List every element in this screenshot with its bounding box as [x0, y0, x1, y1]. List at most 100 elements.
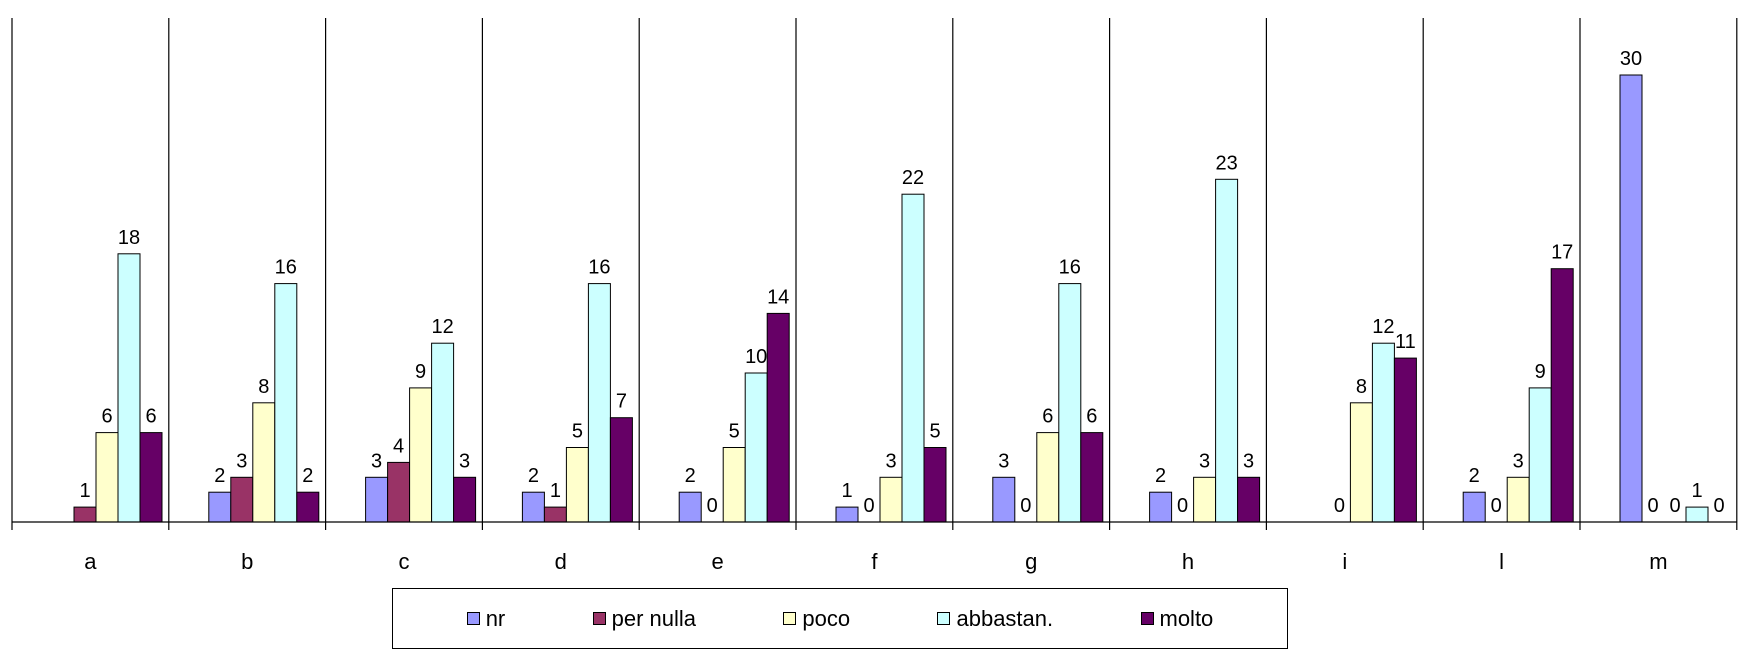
category-label: i [1342, 549, 1347, 574]
bar-nr-h [1149, 491, 1173, 523]
bar-abbastan-f [901, 193, 925, 523]
data-label: 11 [1395, 331, 1416, 353]
legend-swatch [466, 612, 480, 625]
data-label: 14 [767, 286, 789, 308]
legend-item: poco [783, 606, 850, 632]
data-label: 0 [707, 495, 718, 517]
data-label: 16 [1059, 257, 1081, 279]
bar-nr-m [1619, 74, 1643, 523]
data-label: 23 [1215, 152, 1237, 174]
data-label: 9 [1535, 361, 1546, 383]
legend-item: abbastan. [937, 606, 1053, 632]
data-label: 0 [1020, 495, 1031, 517]
legend-label: nr [485, 605, 506, 631]
bar-molto-i [1393, 357, 1417, 523]
data-label: 10 [745, 346, 767, 368]
data-label: 3 [1199, 450, 1210, 472]
legend-swatch [1140, 612, 1154, 625]
data-label: 8 [258, 376, 269, 398]
legend-label: molto [1159, 605, 1214, 631]
data-label: 4 [393, 435, 404, 457]
bar-poco-e [722, 447, 746, 523]
data-label: 6 [1042, 406, 1053, 428]
data-label: 0 [1647, 495, 1658, 517]
bar-nr-f [835, 506, 859, 523]
data-label: 12 [1372, 316, 1394, 338]
bar-per-nulla-b [230, 476, 254, 523]
bar-abbastan-c [431, 342, 455, 523]
category-label: m [1649, 549, 1667, 574]
bar-abbastan-b [274, 283, 298, 523]
data-label: 0 [1669, 495, 1680, 517]
bar-per-nulla-d [543, 506, 567, 523]
data-label: 3 [371, 450, 382, 472]
data-label: 7 [616, 391, 627, 413]
bar-poco-i [1349, 402, 1373, 523]
data-label: 22 [902, 167, 924, 189]
data-label: 17 [1551, 242, 1573, 264]
bar-per-nulla-c [387, 461, 411, 523]
legend-item: molto [1140, 605, 1214, 632]
category-label: b [241, 549, 253, 574]
category-label: c [399, 549, 410, 574]
data-label: 0 [1713, 495, 1724, 517]
category-label: h [1182, 549, 1194, 574]
legend-swatch [783, 612, 797, 625]
legend-label: per nulla [611, 605, 697, 631]
bar-abbastan-a [117, 253, 141, 523]
data-label: 0 [1334, 495, 1345, 517]
bar-molto-b [296, 491, 320, 523]
data-label: 2 [214, 465, 225, 487]
data-label: 3 [1243, 450, 1254, 472]
bar-poco-d [565, 447, 589, 523]
data-label: 2 [302, 465, 313, 487]
data-label: 12 [431, 316, 453, 338]
bar-nr-l [1462, 491, 1486, 523]
data-label: 3 [236, 450, 247, 472]
bar-abbastan-m [1685, 506, 1709, 523]
bar-nr-c [365, 476, 389, 523]
bar-abbastan-h [1215, 178, 1239, 523]
data-label: 1 [841, 480, 852, 502]
bar-poco-l [1506, 476, 1530, 523]
data-label: 0 [1491, 495, 1502, 517]
data-label: 3 [998, 450, 1009, 472]
category-label: f [871, 549, 878, 574]
bar-poco-c [409, 387, 433, 523]
bar-molto-e [766, 312, 790, 523]
bar-nr-b [208, 491, 232, 523]
bar-molto-g [1080, 432, 1104, 523]
category-label: d [555, 549, 567, 574]
legend: nr per nulla poco abbastan. molto [392, 588, 1288, 649]
data-label: 3 [885, 450, 896, 472]
bar-molto-f [923, 447, 947, 523]
data-label: 6 [145, 406, 156, 428]
data-label: 3 [459, 450, 470, 472]
legend-item: per nulla [592, 605, 697, 632]
bar-molto-d [609, 417, 633, 523]
bar-nr-d [521, 491, 545, 523]
bar-poco-f [879, 476, 903, 523]
legend-swatch [937, 612, 951, 625]
data-label: 8 [1356, 376, 1367, 398]
data-label: 1 [79, 480, 90, 502]
bar-molto-c [453, 476, 477, 523]
data-label: 18 [118, 227, 140, 249]
data-label: 0 [1177, 495, 1188, 517]
data-label: 30 [1620, 48, 1642, 70]
legend-label: abbastan. [956, 605, 1054, 631]
legend-item: nr [466, 605, 506, 632]
bar-abbastan-l [1528, 387, 1552, 523]
bar-nr-e [678, 491, 702, 523]
data-label: 16 [275, 257, 297, 279]
category-label: a [84, 549, 97, 574]
data-label: 5 [929, 421, 940, 443]
data-label: 2 [1155, 465, 1166, 487]
data-label: 1 [550, 480, 561, 502]
bar-poco-g [1036, 432, 1060, 523]
bar-molto-a [139, 432, 163, 523]
bar-abbastan-i [1371, 342, 1395, 523]
data-label: 5 [729, 421, 740, 443]
legend-swatch [592, 612, 606, 625]
